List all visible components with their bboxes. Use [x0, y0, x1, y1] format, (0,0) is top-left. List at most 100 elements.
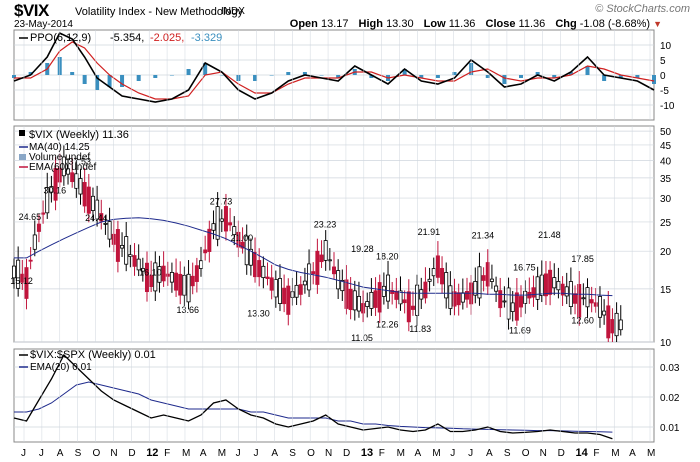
x-tick-label: N [110, 448, 117, 459]
high-value: 13.30 [386, 18, 414, 30]
candle-body [261, 265, 266, 279]
ppo-histogram-bar [419, 75, 424, 78]
low-label: Low [423, 18, 446, 30]
candle-body [45, 187, 50, 214]
x-tick-label: J [450, 448, 455, 459]
ppo-histogram-bar [12, 75, 16, 78]
candle-body [199, 260, 204, 269]
candle-body [577, 284, 582, 318]
price-tick-label: 25 [660, 218, 672, 229]
candle-body [394, 290, 399, 300]
candle-body [589, 299, 594, 304]
price-panel: 10 15 20 25 30 35 40 45 50 15.12 24.65 30.16 37.53 24… [10, 125, 672, 349]
ppo-tick-label: 5 [660, 56, 666, 67]
candle-body [207, 228, 212, 252]
price-annotation: 23.23 [314, 220, 337, 230]
candle-body [273, 279, 278, 298]
volume-legend-swatch [19, 154, 26, 160]
close-label: Close [485, 18, 516, 30]
price-tick-label: 15 [660, 285, 672, 296]
candle-body [294, 284, 299, 298]
ppo-histogram-bar [652, 75, 656, 84]
ppo-tick-label: -5 [660, 86, 669, 97]
ratio-tick-label: 0.02 [660, 393, 680, 404]
open-label: Open [289, 18, 318, 30]
candle-body [311, 271, 316, 274]
ratio-panel-border [13, 348, 655, 443]
ppo-histogram-bar [319, 75, 324, 76]
candle-body [381, 285, 386, 297]
candle-body [41, 212, 46, 215]
candle-body [248, 248, 253, 266]
ppo-tick-label: 10 [660, 41, 672, 52]
candle-body [498, 290, 503, 309]
ppo-histogram-bar [203, 63, 208, 75]
ratio-legend: $VIX:$SPX (Weekly) 0.01 EMA(20) 0.01 [19, 349, 156, 373]
candle-body [539, 274, 544, 296]
candle-body [564, 286, 569, 297]
candle-body [140, 267, 145, 272]
price-annotation: 15.12 [10, 276, 33, 286]
price-tick-label: 45 [660, 141, 672, 152]
candle-body [410, 305, 415, 310]
symbol-label: $VIX [14, 1, 49, 20]
candle-body [419, 289, 424, 300]
ppo-histogram-bar [153, 75, 158, 78]
x-tick-label: O [522, 448, 530, 459]
x-tick-label: A [200, 448, 207, 459]
x-tick-label: M [647, 448, 655, 459]
candle-body [477, 266, 482, 299]
price-tick-label: 10 [660, 338, 672, 349]
ratio-tick-label: 0.03 [660, 363, 680, 374]
x-tick-label: D [128, 448, 135, 459]
ppo-histogram-bar [70, 72, 75, 75]
ppo-histogram-bar [568, 72, 573, 75]
candle-body [377, 282, 382, 313]
open-value: 13.17 [320, 18, 349, 30]
ma-legend-label: MA(40) 14.25 [29, 142, 90, 153]
price-annotation: 13.66 [177, 305, 200, 315]
ppo-histogram-bar [302, 72, 307, 75]
candle-body [307, 263, 312, 291]
ppo-panel: -10 -5 0 5 10 [12, 29, 675, 121]
price-tick-label: 35 [660, 174, 672, 185]
down-triangle-icon: ▼ [653, 19, 662, 29]
candle-body [460, 292, 465, 303]
ppo-histogram-bar [552, 75, 557, 78]
ma40-line [14, 217, 613, 297]
candle-body [319, 254, 324, 263]
price-annotation: 37.53 [68, 157, 91, 167]
price-annotation: 16.10 [139, 268, 162, 278]
candle-body [228, 222, 233, 226]
x-tick-label: S [504, 448, 511, 459]
candle-body [111, 233, 116, 245]
high-label: High [358, 18, 383, 30]
price-annotation: 18.20 [376, 252, 399, 262]
ema-legend-label: EMA(60) undef [29, 162, 96, 173]
price-annotation: 13.30 [247, 309, 270, 319]
candle-body [581, 297, 586, 300]
x-tick-label: F [593, 448, 599, 459]
candle-body [136, 258, 141, 271]
candle-body [90, 195, 95, 211]
ppo-histogram-bar [618, 75, 623, 78]
candle-body [182, 274, 187, 296]
candle-body [269, 277, 274, 291]
candle-body [28, 259, 33, 262]
candle-body [340, 279, 345, 292]
candle-body [618, 319, 623, 331]
candle-body [103, 222, 108, 225]
price-annotation: 24.44 [85, 213, 108, 223]
price-annotation: 11.05 [351, 333, 373, 343]
brand-label: © StockCharts.com [595, 3, 690, 15]
candle-body [356, 295, 361, 312]
x-tick-label: A [271, 448, 278, 459]
candle-body [473, 281, 478, 296]
ratio-ema-legend-label: EMA(20) 0.01 [30, 362, 92, 373]
ppo-histogram-bar [28, 72, 33, 75]
candle-body [556, 281, 561, 291]
candle-body [352, 290, 357, 311]
ppo-histogram-bar [186, 69, 191, 75]
candle-body [32, 234, 37, 250]
quote-bar: Open 13.17 High 13.30 Low 11.36 Close 11… [290, 18, 662, 30]
